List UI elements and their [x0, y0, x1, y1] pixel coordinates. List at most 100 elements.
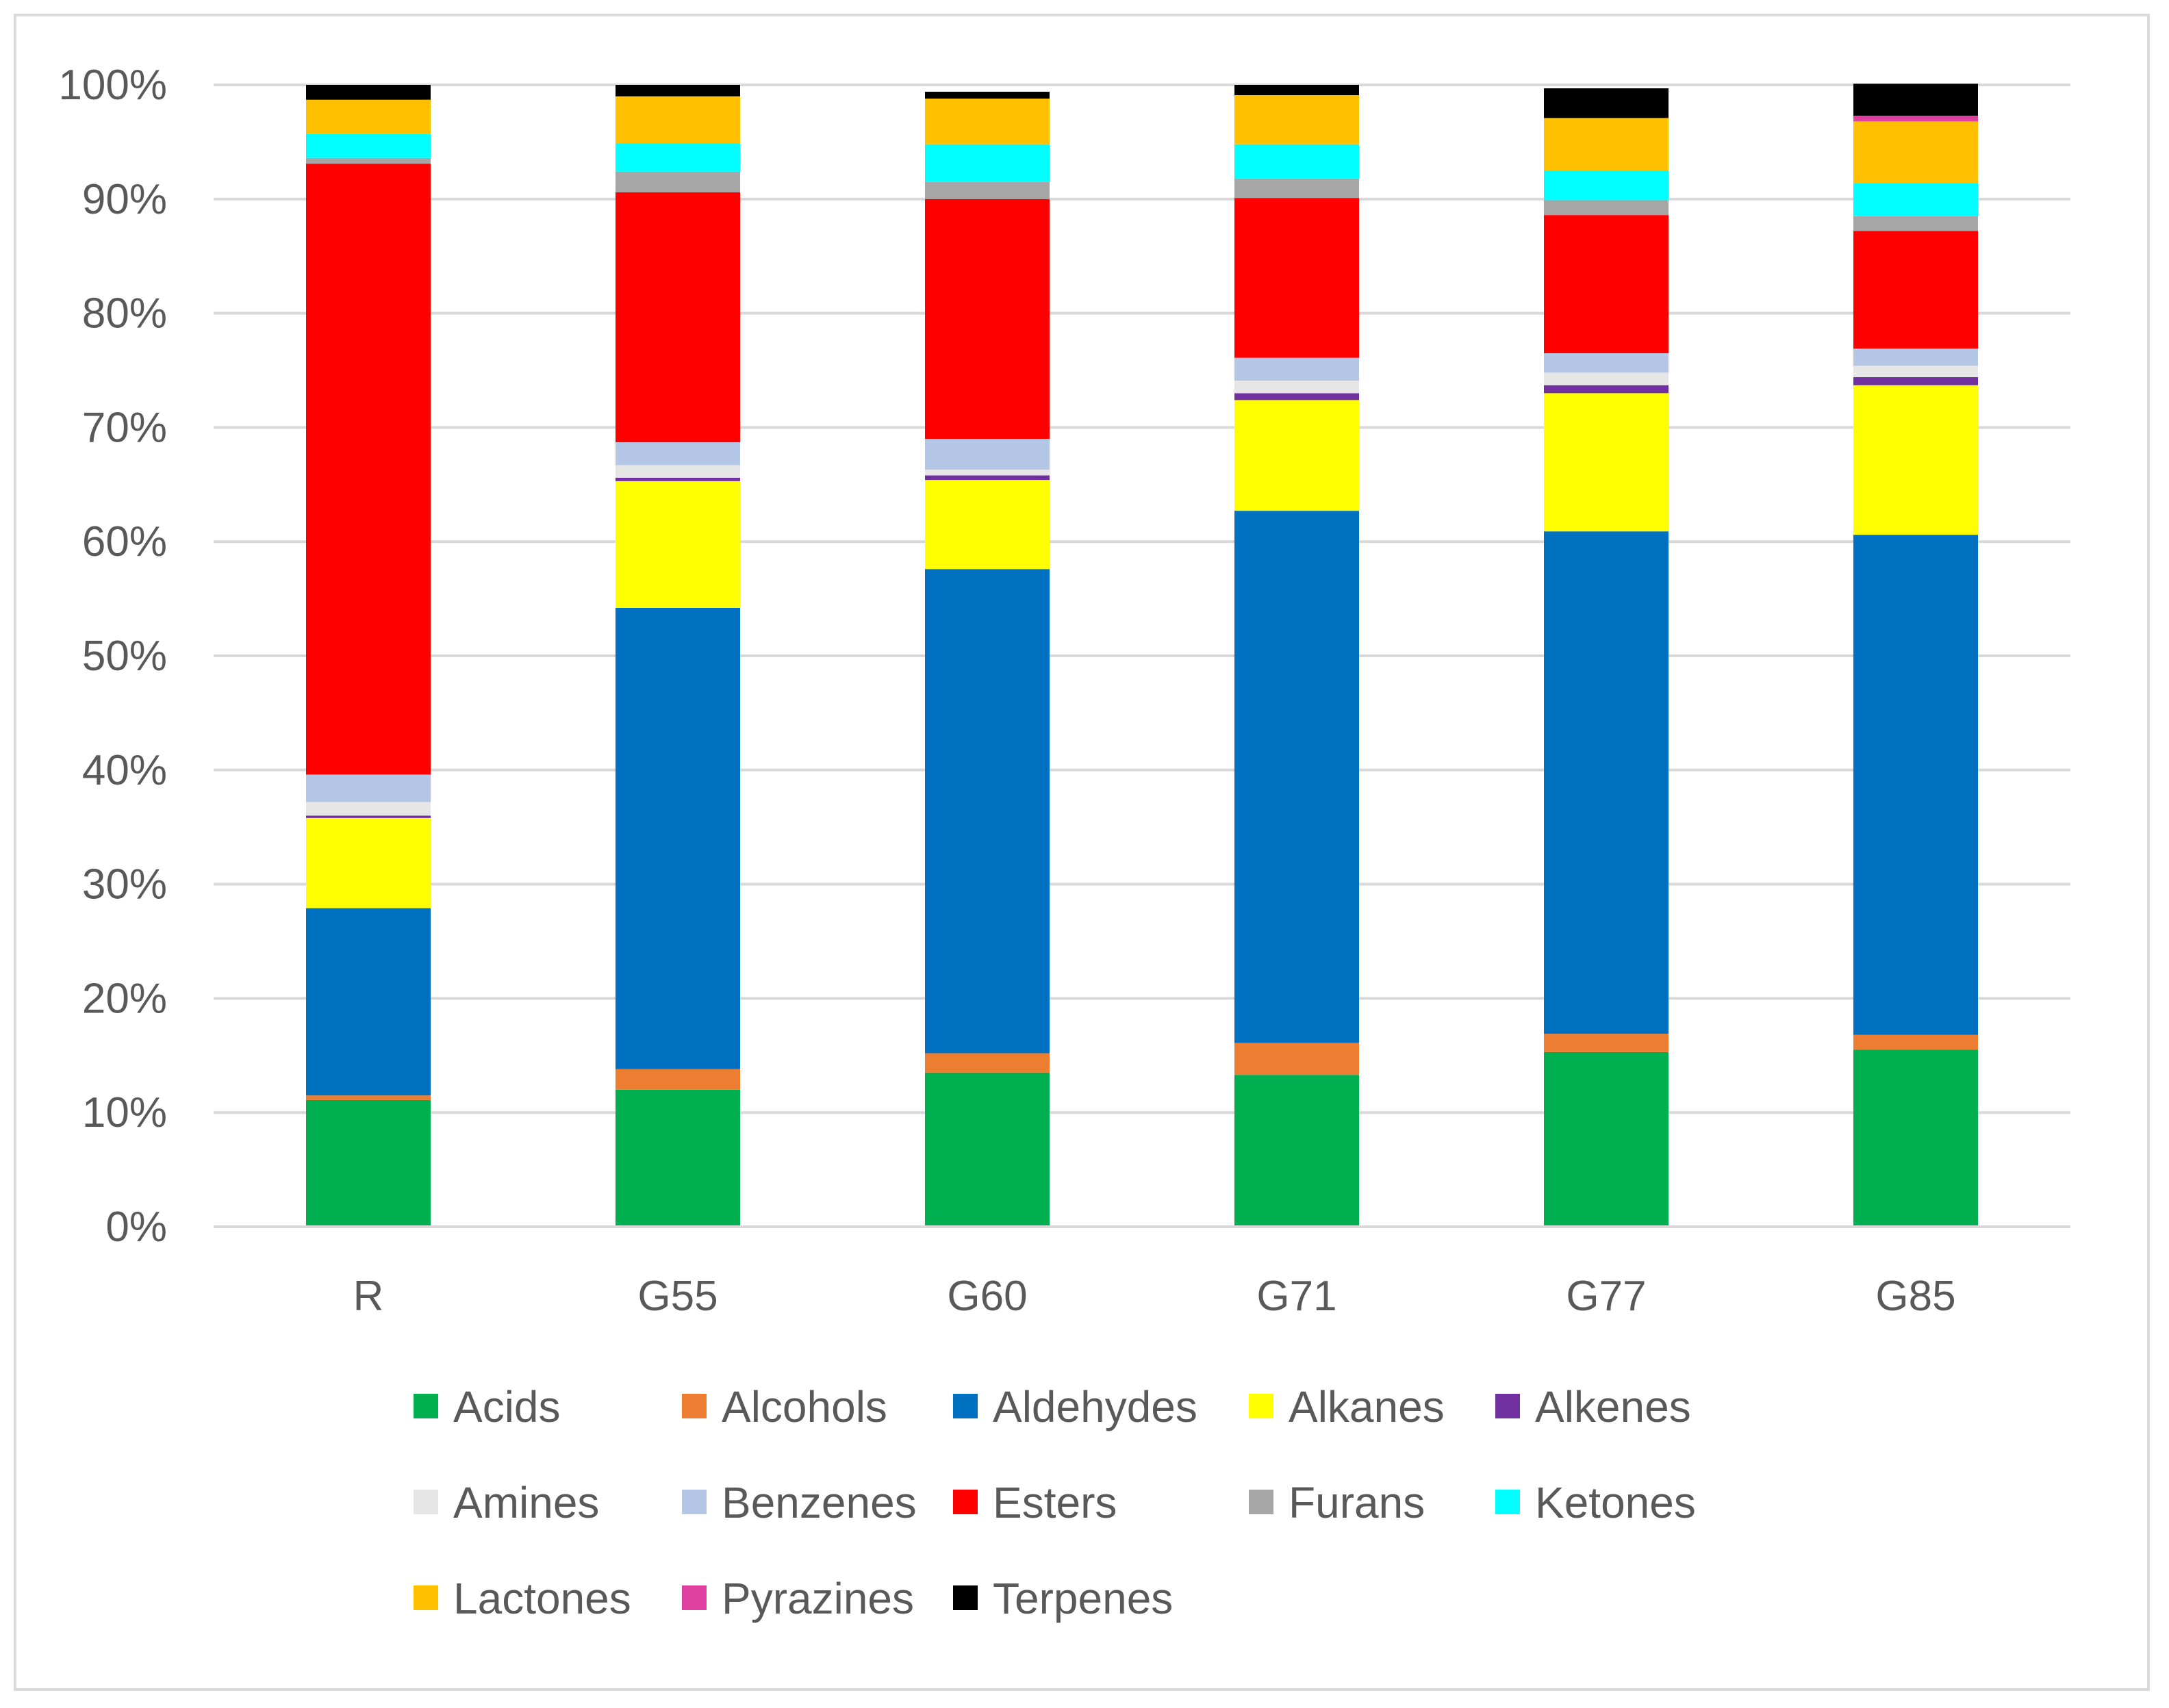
- y-tick-label: 80%: [82, 290, 167, 337]
- legend-swatch: [682, 1394, 707, 1418]
- legend-item-amines: Amines: [414, 1478, 599, 1527]
- legend-label: Ketones: [1535, 1478, 1696, 1527]
- bar-segment-amines-g60: [925, 470, 1050, 476]
- y-tick-label: 10%: [82, 1089, 167, 1136]
- x-category-label: R: [353, 1273, 384, 1320]
- bar-segment-aldehydes-g55: [616, 607, 740, 1069]
- legend-swatch: [682, 1490, 707, 1514]
- x-category-label: G60: [947, 1273, 1027, 1320]
- legend-item-esters: Esters: [953, 1478, 1117, 1527]
- legend-label: Acids: [453, 1382, 561, 1431]
- legend-swatch: [414, 1585, 438, 1610]
- legend-item-alkenes: Alkenes: [1495, 1382, 1691, 1431]
- bar-segment-ketones-g71: [1234, 144, 1359, 179]
- bar-segment-amines-r: [306, 802, 431, 816]
- bar-segment-alkenes-g55: [616, 477, 740, 481]
- bar-segment-benzenes-g60: [925, 439, 1050, 470]
- x-axis-category-labels: R G55 G60 G71 G77 G85: [353, 1273, 1956, 1320]
- bar-segment-ketones-g85: [1853, 183, 1978, 216]
- bar-segment-alkanes-g60: [925, 480, 1050, 570]
- gridlines: [214, 84, 2070, 1114]
- bar-segment-alkanes-g85: [1853, 385, 1978, 535]
- legend-item-alcohols: Alcohols: [682, 1382, 887, 1431]
- legend-item-lactones: Lactones: [414, 1574, 631, 1623]
- x-category-label: G77: [1566, 1273, 1646, 1320]
- legend-swatch: [953, 1585, 978, 1610]
- y-tick-label: 100%: [58, 62, 167, 109]
- bar-segment-benzenes-r: [306, 774, 431, 802]
- bar-segment-aldehydes-g71: [1234, 511, 1359, 1043]
- legend-label: Aldehydes: [993, 1382, 1197, 1431]
- bar-stack-g60: [925, 92, 1050, 1227]
- legend-swatch: [1249, 1490, 1273, 1514]
- legend-label: Alkenes: [1535, 1382, 1691, 1431]
- bar-segment-amines-g85: [1853, 366, 1978, 378]
- bar-segment-alkenes-r: [306, 815, 431, 818]
- bar-segment-lactones-g71: [1234, 95, 1359, 144]
- bar-segment-alkenes-g77: [1544, 385, 1669, 394]
- legend-label: Furans: [1289, 1478, 1425, 1527]
- bar-segment-acids-g71: [1234, 1075, 1359, 1227]
- bar-segment-alkanes-r: [306, 817, 431, 908]
- bar-segment-alkanes-g55: [616, 481, 740, 608]
- bar-segment-benzenes-g85: [1853, 348, 1978, 366]
- legend-item-alkanes: Alkanes: [1249, 1382, 1445, 1431]
- legend-swatch: [1249, 1394, 1273, 1418]
- bar-segment-pyrazines-g85: [1853, 116, 1978, 122]
- bar-segment-alkanes-g77: [1544, 393, 1669, 532]
- bar-segment-alkanes-g71: [1234, 400, 1359, 511]
- legend-label: Pyrazines: [722, 1574, 914, 1623]
- bar-segment-lactones-g55: [616, 96, 740, 144]
- bar-segment-esters-r: [306, 164, 431, 775]
- bar-segment-furans-g77: [1544, 200, 1669, 216]
- bar-segment-esters-g77: [1544, 215, 1669, 353]
- bar-segment-furans-g85: [1853, 216, 1978, 231]
- bar-segment-alcohols-r: [306, 1095, 431, 1100]
- bar-segment-esters-g85: [1853, 231, 1978, 349]
- bar-segment-lactones-g77: [1544, 118, 1669, 171]
- legend-swatch: [1495, 1394, 1520, 1418]
- legend-item-ketones: Ketones: [1495, 1478, 1696, 1527]
- bar-segment-amines-g55: [616, 465, 740, 478]
- legend-item-furans: Furans: [1249, 1478, 1425, 1527]
- bar-segment-alkenes-g85: [1853, 377, 1978, 385]
- bar-segment-lactones-r: [306, 99, 431, 134]
- legend-label: Benzenes: [722, 1478, 917, 1527]
- legend-swatch: [414, 1394, 438, 1418]
- bar-segment-ketones-g60: [925, 144, 1050, 182]
- x-category-label: G55: [637, 1273, 718, 1320]
- bar-segment-furans-g55: [616, 171, 740, 192]
- y-axis-tick-labels: 0% 10% 20% 30% 40% 50% 60% 70% 80% 90% 100%: [58, 62, 167, 1251]
- legend-item-terpenes: Terpenes: [953, 1574, 1173, 1623]
- bar-segment-aldehydes-g85: [1853, 535, 1978, 1035]
- bar-segment-acids-g60: [925, 1072, 1050, 1227]
- bar-segment-alkenes-g71: [1234, 393, 1359, 400]
- bar-segment-lactones-g85: [1853, 121, 1978, 183]
- chart-frame: 0% 10% 20% 30% 40% 50% 60% 70% 80% 90% 100% R G55 G6…: [14, 14, 2150, 1691]
- legend-label: Esters: [993, 1478, 1117, 1527]
- legend: Acids Alcohols Aldehydes Alkanes Alkenes Amin…: [414, 1382, 1696, 1623]
- bar-segment-alcohols-g60: [925, 1053, 1050, 1073]
- bar-segment-alcohols-g71: [1234, 1043, 1359, 1075]
- bar-segment-aldehydes-r: [306, 908, 431, 1096]
- bar-segment-terpenes-g77: [1544, 88, 1669, 118]
- bar-segment-alcohols-g85: [1853, 1034, 1978, 1050]
- y-tick-label: 60%: [82, 518, 167, 565]
- bar-segment-terpenes-r: [306, 85, 431, 100]
- bar-segment-amines-g71: [1234, 381, 1359, 394]
- legend-label: Alkanes: [1289, 1382, 1445, 1431]
- legend-swatch: [414, 1490, 438, 1514]
- bar-segment-terpenes-g71: [1234, 85, 1359, 96]
- bar-segment-acids-r: [306, 1099, 431, 1227]
- bar-segment-ketones-r: [306, 133, 431, 158]
- bar-stack-g85: [1853, 84, 1978, 1227]
- bar-segment-aldehydes-g60: [925, 569, 1050, 1054]
- bar-segment-acids-g85: [1853, 1049, 1978, 1227]
- legend-swatch: [1495, 1490, 1520, 1514]
- bar-segment-benzenes-g77: [1544, 353, 1669, 373]
- legend-item-aldehydes: Aldehydes: [953, 1382, 1197, 1431]
- bar-segment-ketones-g55: [616, 143, 740, 172]
- bars: [306, 84, 1978, 1227]
- bar-segment-terpenes-g60: [925, 92, 1050, 99]
- legend-label: Amines: [453, 1478, 599, 1527]
